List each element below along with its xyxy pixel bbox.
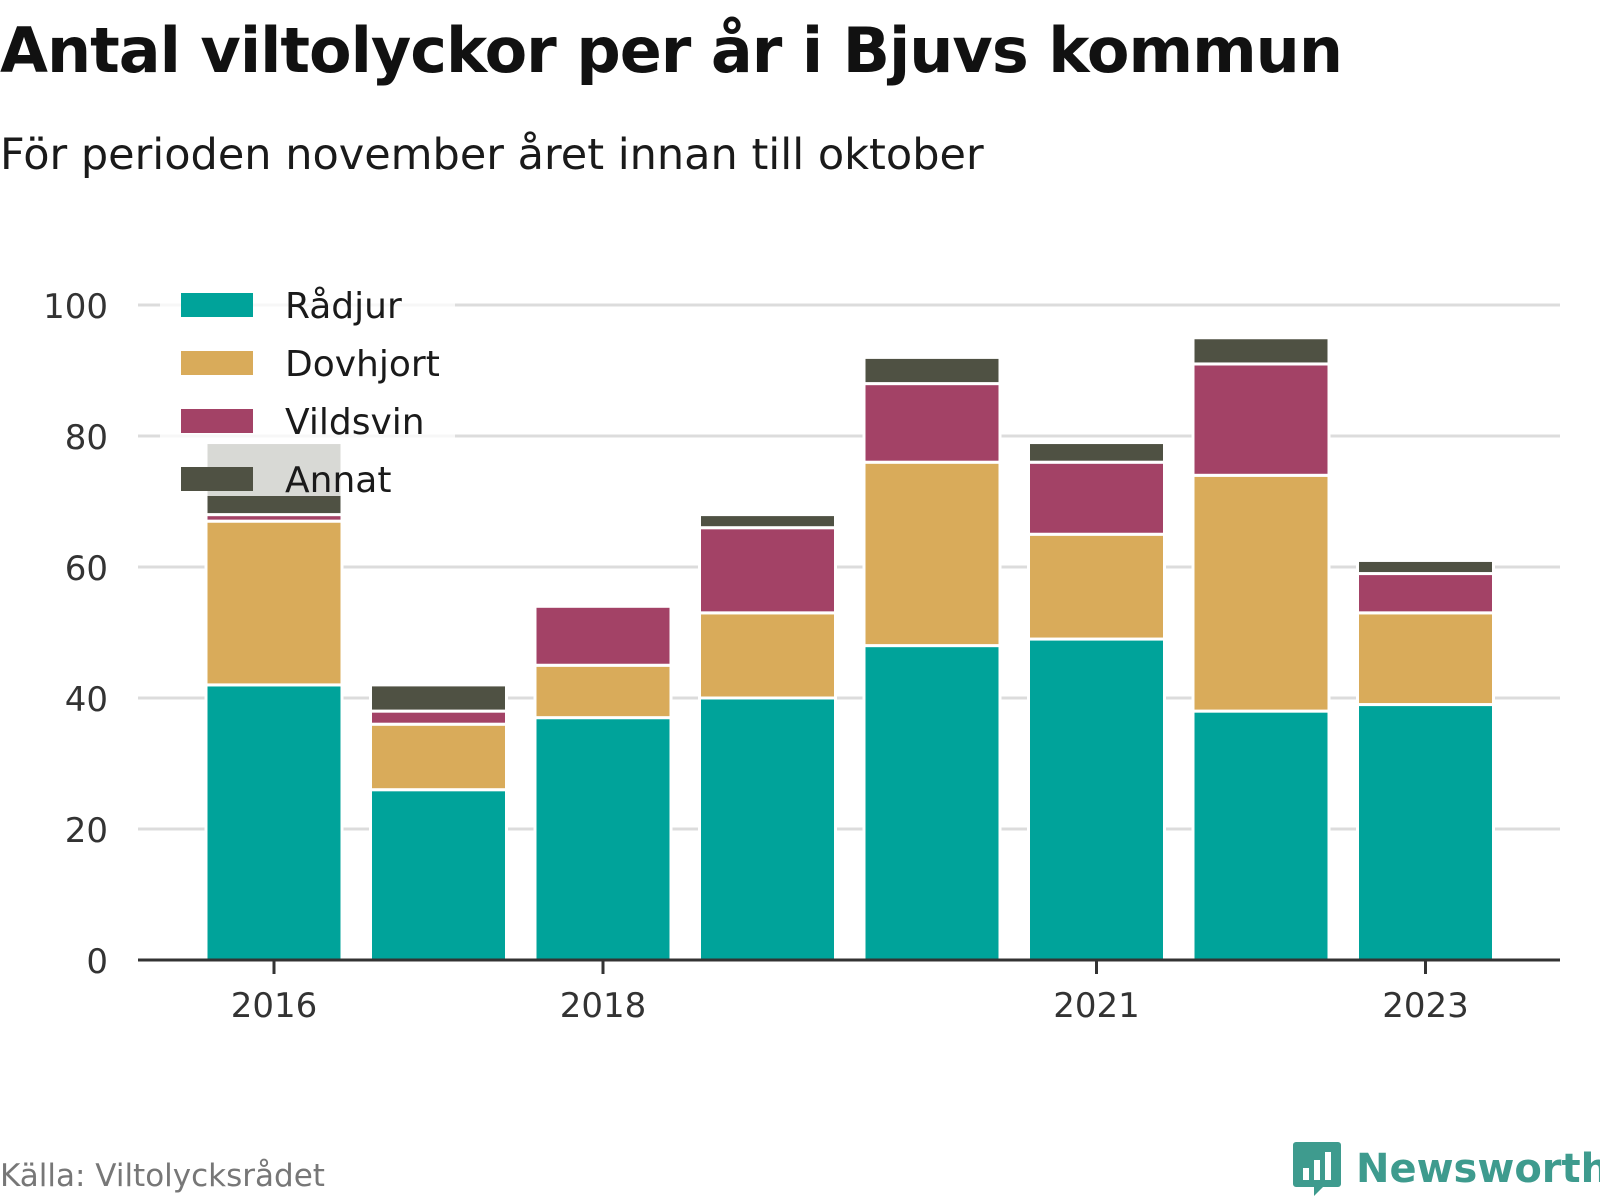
legend-label: Dovhjort [285, 344, 440, 385]
bar-segment-vildsvin [1356, 572, 1495, 615]
bar-segment-annat [1356, 558, 1495, 576]
bar-segment-vildsvin [1027, 460, 1166, 536]
legend-swatch-rådjur [181, 293, 253, 317]
x-tick-label: 2023 [1382, 986, 1469, 1026]
bar-segment-vildsvin [698, 526, 837, 615]
legend-label: Annat [285, 460, 391, 501]
bar-segment-dovhjort [369, 722, 508, 792]
source-note: Källa: Viltolycksrådet [0, 1158, 325, 1194]
bar-segment-dovhjort [862, 460, 1002, 648]
bar-segment-annat [698, 513, 837, 530]
bar-segment-rådjur [369, 788, 508, 962]
x-tick-label: 2016 [231, 986, 318, 1026]
bar-segment-dovhjort [1191, 473, 1331, 713]
y-tick-label: 0 [86, 942, 108, 982]
legend-swatch-vildsvin [181, 409, 253, 433]
legend-label: Vildsvin [285, 402, 425, 443]
y-tick-label: 20 [65, 811, 108, 851]
bar-chart-speech-bubble-icon [1293, 1142, 1341, 1196]
bar-segment-vildsvin [369, 709, 508, 726]
bar-segment-rådjur [1027, 637, 1166, 962]
legend-label: Rådjur [285, 286, 402, 327]
bar-segment-rådjur [862, 644, 1002, 962]
bar-segment-annat [862, 355, 1002, 386]
y-tick-label: 60 [65, 549, 108, 589]
bar-segment-dovhjort [698, 611, 837, 700]
bar-segment-rådjur [1191, 709, 1331, 962]
chart-title: Antal viltolyckor per år i Bjuvs kommun [0, 14, 1343, 87]
legend-swatch-dovhjort [181, 351, 253, 375]
bar-segment-annat [1191, 336, 1331, 366]
y-tick-label: 80 [65, 418, 108, 458]
bar-segment-annat [369, 683, 508, 713]
y-tick-label: 40 [65, 680, 108, 720]
newsworthy-logo: Newsworthy [1292, 1140, 1600, 1198]
brand-name: Newsworthy [1356, 1146, 1600, 1192]
bar-segment-dovhjort [533, 663, 673, 720]
bar-segment-rådjur [533, 716, 673, 962]
bar-segment-annat [1027, 441, 1166, 464]
bar-segment-rådjur [698, 696, 837, 962]
bar-segment-vildsvin [1191, 362, 1331, 477]
bar-segment-dovhjort [204, 519, 344, 687]
x-tick-label: 2021 [1053, 986, 1140, 1026]
bar-segment-dovhjort [1027, 532, 1166, 641]
bar-segment-dovhjort [1356, 611, 1495, 707]
bar-segment-vildsvin [862, 382, 1002, 464]
legend-swatch-annat [181, 467, 253, 491]
bar-segment-rådjur [1356, 703, 1495, 962]
x-tick-label: 2018 [560, 986, 647, 1026]
chart-subtitle: För perioden november året innan till ok… [0, 130, 984, 180]
bar-segment-rådjur [204, 683, 344, 962]
bar-segment-vildsvin [533, 604, 673, 667]
y-tick-label: 100 [43, 287, 108, 327]
